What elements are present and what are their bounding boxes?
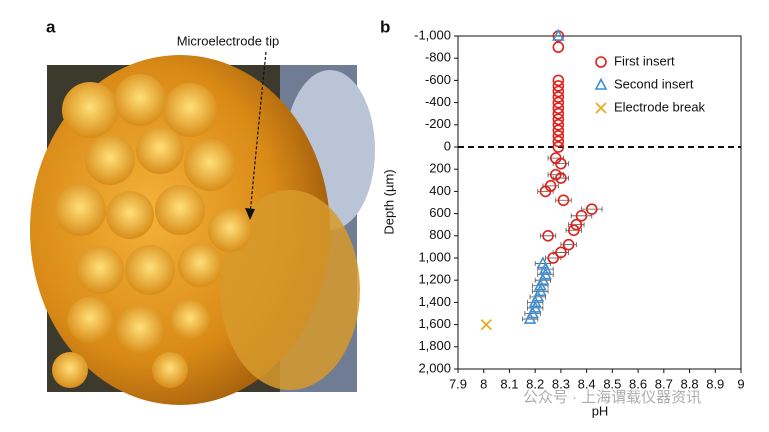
error-bar: [534, 261, 552, 267]
point: [480, 318, 492, 331]
y-tick-label: -800: [425, 50, 451, 65]
legend-marker: [594, 77, 608, 90]
y-tick-label: 1,000: [418, 249, 451, 264]
point: [570, 218, 583, 231]
x-tick-label: 7.9: [449, 376, 467, 391]
point: [539, 261, 552, 274]
point: [528, 295, 542, 308]
y-tick-label: 1,200: [418, 272, 451, 287]
plot-frame: [457, 35, 742, 370]
point: [562, 238, 575, 251]
point: [557, 194, 570, 207]
point: [552, 85, 565, 98]
point: [552, 130, 565, 142]
photo-annotation: Microelectrode tip: [177, 33, 280, 48]
point: [555, 157, 567, 170]
panel-label: a: [46, 17, 56, 36]
watermark: 公众号 · 上海谓载仪器资讯: [523, 389, 701, 406]
point: [555, 172, 567, 184]
legend-label: Second insert: [614, 76, 694, 91]
y-tick-label: 1,400: [418, 294, 451, 309]
point: [542, 230, 554, 242]
point: [552, 107, 565, 120]
y-tick-label: 1,800: [418, 338, 451, 353]
point: [523, 311, 537, 324]
error-bar: [532, 288, 549, 294]
x-tick-label: 9: [737, 376, 744, 391]
legend-marker: [595, 102, 607, 114]
point: [552, 41, 565, 53]
x-tick-label: 8.4: [578, 376, 596, 391]
y-tick-label: -400: [425, 94, 451, 109]
y-tick-label: 1,600: [418, 316, 451, 331]
photo: [30, 55, 375, 405]
legend-label: First insert: [614, 53, 675, 68]
point: [547, 252, 559, 264]
point: [567, 224, 580, 237]
arrow-head: [245, 208, 255, 220]
y-tick-label: 400: [429, 183, 451, 198]
y-tick-label: -600: [425, 72, 451, 87]
point: [555, 246, 567, 259]
point: [534, 278, 547, 291]
point: [552, 124, 565, 137]
y-tick-label: 800: [429, 227, 451, 242]
point: [552, 28, 565, 41]
x-tick-label: 8: [480, 376, 487, 391]
x-tick-label: 8.3: [552, 376, 570, 391]
y-tick-label: 200: [429, 161, 451, 176]
point: [552, 113, 565, 126]
point: [552, 91, 565, 103]
error-bar: [527, 305, 544, 311]
y-tick-label: 600: [429, 205, 451, 220]
x-tick-label: 8.8: [681, 376, 699, 391]
point: [552, 141, 565, 153]
panel-label: b: [380, 17, 390, 36]
y-axis-label: Depth (µm): [381, 169, 396, 234]
point: [552, 80, 565, 92]
y-tick-label: -200: [425, 116, 451, 131]
point: [575, 210, 588, 222]
legend-label: Electrode break: [614, 99, 706, 114]
point: [552, 102, 565, 114]
x-tick-label: 8.1: [500, 376, 518, 391]
y-tick-label: 2,000: [418, 360, 451, 375]
x-tick-label: 8.5: [603, 376, 621, 391]
x-tick-label: 8.9: [706, 376, 724, 391]
y-tick-label: -1,000: [414, 27, 451, 42]
y-tick-label: 0: [444, 138, 451, 153]
x-tick-label: 8.2: [526, 376, 544, 391]
legend-marker: [595, 56, 607, 68]
point: [552, 74, 565, 87]
x-axis-label: pH: [592, 403, 609, 418]
error-bar: [537, 272, 554, 278]
x-tick-label: 8.6: [629, 376, 647, 391]
point: [552, 96, 565, 109]
annotation-arrow: [249, 51, 267, 216]
x-tick-label: 8.7: [655, 376, 673, 391]
point: [585, 203, 598, 215]
point: [552, 119, 565, 131]
point: [539, 185, 552, 198]
point: [552, 135, 565, 148]
